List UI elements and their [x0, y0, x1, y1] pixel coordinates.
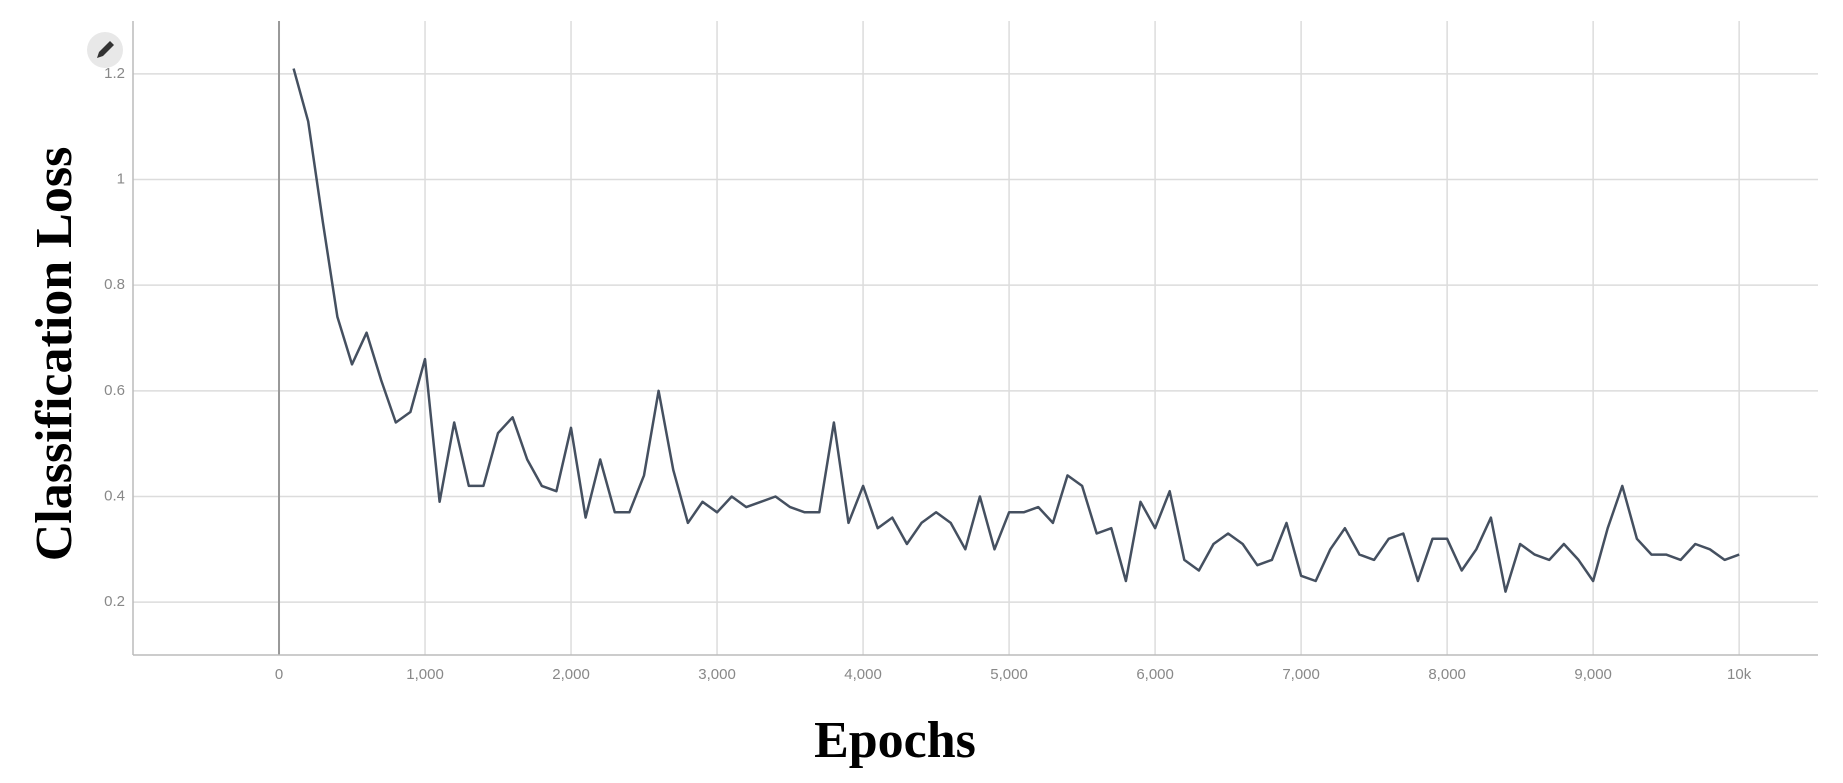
x-tick-label: 0: [275, 666, 283, 683]
y-tick-label: 0.6: [104, 382, 125, 399]
x-tick-label: 2,000: [552, 666, 590, 683]
x-tick-label: 10k: [1727, 666, 1752, 683]
x-axis-title: Epochs: [814, 712, 976, 769]
edit-icon[interactable]: [87, 32, 123, 68]
y-tick-label: 1.2: [104, 65, 125, 82]
y-tick-label: 0.4: [104, 487, 125, 504]
x-tick-label: 6,000: [1136, 666, 1174, 683]
x-tick-label: 9,000: [1574, 666, 1612, 683]
loss-line: [292, 68, 1740, 593]
x-tick-label: 7,000: [1282, 666, 1320, 683]
x-tick-label: 3,000: [698, 666, 736, 683]
x-tick-label: 4,000: [844, 666, 882, 683]
y-tick-label: 0.8: [104, 276, 125, 293]
x-tick-label: 8,000: [1428, 666, 1466, 683]
y-tick-label: 0.2: [104, 593, 125, 610]
x-tick-label: 1,000: [406, 666, 444, 683]
x-tick-label: 5,000: [990, 666, 1028, 683]
y-axis-title: Classification Loss: [26, 147, 83, 562]
y-tick-label: 1: [117, 170, 125, 187]
